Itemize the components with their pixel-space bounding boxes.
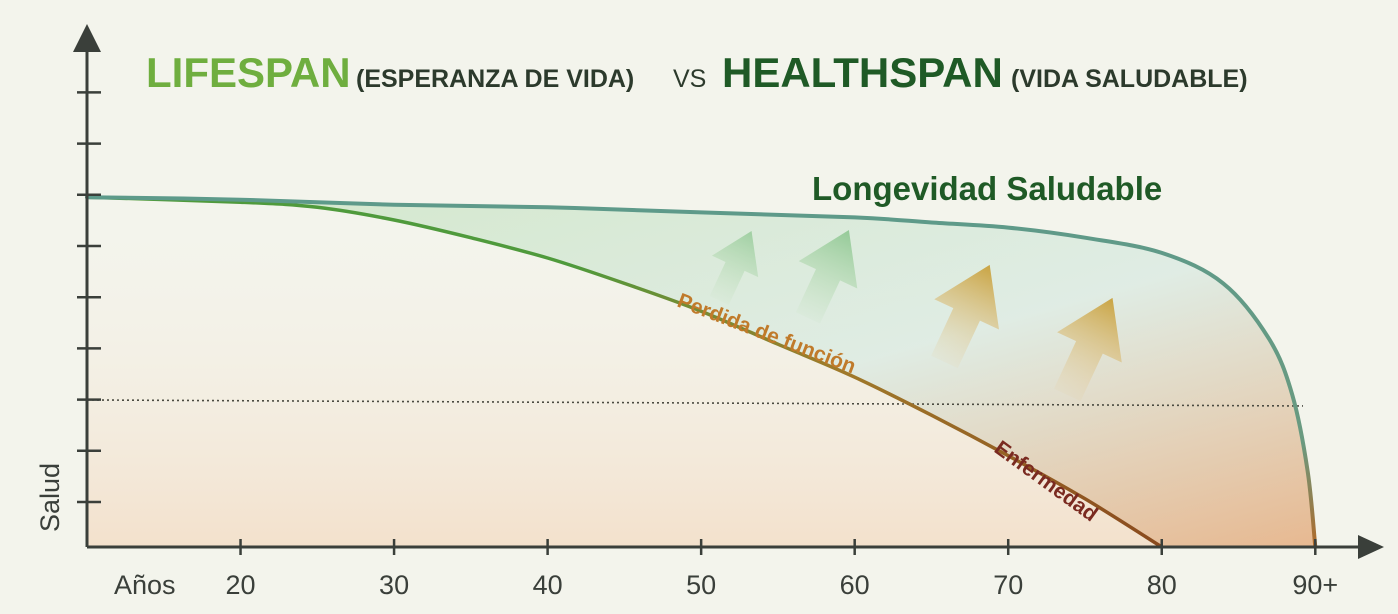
x-tick-label: 50	[686, 570, 716, 600]
x-tick-label: 40	[533, 570, 563, 600]
curves	[85, 195, 1318, 549]
series-line-longevidad-saludable	[85, 195, 1318, 549]
improvement-arrows	[709, 230, 1122, 402]
x-tick-label: 90+	[1292, 570, 1338, 600]
x-tick-label: 20	[226, 570, 256, 600]
x-tick-label: 70	[993, 570, 1023, 600]
title-healthspan-sub: (VIDA SALUDABLE)	[1011, 65, 1248, 93]
axes: 20 30 40 50 60 70 80 90+	[73, 24, 1384, 600]
series-line-perdida-de-funcion	[85, 195, 1164, 549]
y-axis-arrowhead-icon	[73, 24, 101, 52]
area-fills	[87, 197, 1316, 547]
label-healthy-longevity: Longevidad Saludable	[812, 170, 1162, 207]
title-healthspan: HEALTHSPAN	[722, 49, 1003, 96]
x-tick-label: 60	[840, 570, 870, 600]
up-arrow-icon	[931, 264, 999, 369]
x-axis-arrowhead-icon	[1358, 535, 1384, 559]
up-arrow-icon	[1053, 297, 1122, 402]
up-arrow-icon	[795, 230, 858, 324]
x-tick-label: 80	[1147, 570, 1177, 600]
title-lifespan-sub: (ESPERANZA DE VIDA)	[356, 65, 634, 93]
x-axis-label: Años	[114, 570, 176, 600]
healthspan-gap-area	[87, 197, 1316, 547]
x-tick-label: 30	[379, 570, 409, 600]
title-vs: VS	[673, 65, 706, 93]
title-lifespan: LIFESPAN	[146, 49, 351, 96]
up-arrow-icon	[709, 231, 759, 305]
y-axis-label: Salud	[35, 463, 65, 532]
